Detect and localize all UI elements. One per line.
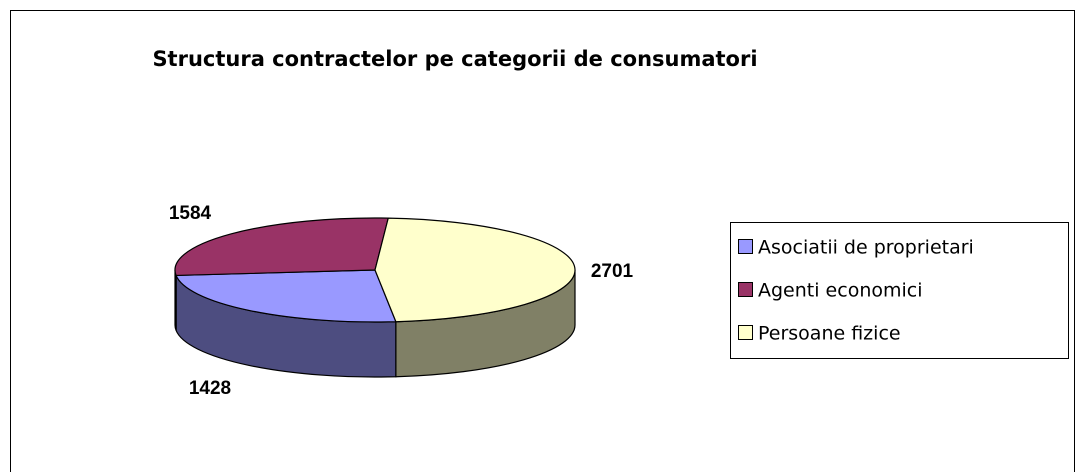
slice-side (174, 269, 177, 331)
data-label: 1584 (169, 203, 212, 224)
legend-swatch (738, 239, 753, 254)
legend-label: Asociatii de proprietari (758, 237, 974, 259)
legend-swatch (738, 325, 753, 340)
legend-label: Agenti economici (758, 280, 923, 302)
data-label: 1428 (189, 378, 231, 399)
pie (174, 217, 576, 378)
legend-swatch (738, 282, 753, 297)
slice (374, 217, 576, 323)
slice (175, 269, 397, 323)
chart-title: Structura contractelor pe categorii de c… (152, 47, 757, 71)
legend-label: Persoane fizice (758, 323, 901, 345)
legend-box (730, 222, 1069, 359)
data-label: 2701 (591, 261, 634, 282)
slice (174, 217, 390, 277)
